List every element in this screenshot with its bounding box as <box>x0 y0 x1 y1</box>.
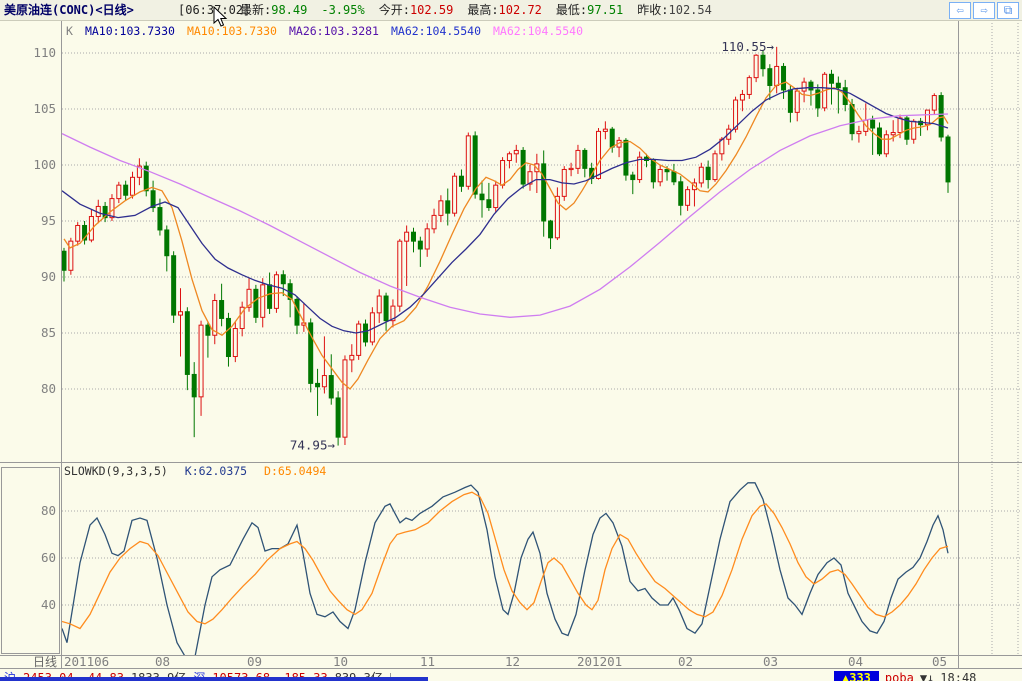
svg-text:04: 04 <box>848 654 863 669</box>
status-right-cluster: ▲333 poba ▼↓ 18:48 <box>834 671 982 681</box>
slowkd-name: SLOWKD(9,3,3,5) <box>64 464 168 478</box>
kd-line-D <box>62 491 949 630</box>
svg-text:100: 100 <box>33 157 56 172</box>
cascade-windows-button[interactable]: ⧉ <box>997 2 1019 19</box>
svg-text:10: 10 <box>333 654 348 669</box>
quote-field: 最新:98.49 <box>240 3 308 17</box>
k-legend-label: K <box>66 24 73 38</box>
svg-text:110: 110 <box>33 45 56 60</box>
bottom-blue-strip <box>0 677 428 681</box>
status-item: poba <box>884 671 914 681</box>
symbol-title: 美原油连(CONC)<日线> <box>4 3 134 17</box>
svg-text:08: 08 <box>155 654 170 669</box>
ma-line-MA26 <box>62 87 949 334</box>
slowkd-k-value: K:62.0375 <box>184 464 248 478</box>
index-quote-item: 沪 <box>4 671 17 681</box>
svg-text:105: 105 <box>33 101 56 116</box>
quote-field: 今开:102.59 <box>378 3 454 17</box>
title-bar: 美原油连(CONC)<日线> [06:37:02] 最新:98.49-3.95%… <box>0 0 1022 21</box>
index-quote-item: 2453.04 <box>23 671 74 681</box>
mouse-cursor <box>213 6 228 27</box>
legend-item-MA10: MA10:103.7330 <box>186 24 277 38</box>
forward-button[interactable]: ⇨ <box>973 2 995 19</box>
slowkd-lines <box>62 482 949 655</box>
index-quote-item: -44.83 <box>80 671 124 681</box>
status-item: ▼↓ <box>919 671 935 681</box>
ma-legend: K MA10:103.7330 MA10:103.7330 MA26:103.3281… <box>66 24 607 38</box>
svg-text:85: 85 <box>41 325 56 340</box>
svg-text:60: 60 <box>41 550 56 565</box>
svg-text:95: 95 <box>41 213 56 228</box>
annotation-110.55: 110.55→ <box>721 39 774 54</box>
quote-field: 昨收:102.54 <box>637 3 712 17</box>
index-quote-item: 839.3亿 <box>334 671 383 681</box>
slowkd-d-value: D:65.0494 <box>264 464 327 478</box>
index-quote-item: 1833.9亿 <box>130 671 187 681</box>
kd-line-K <box>62 482 949 655</box>
candles <box>62 46 951 446</box>
nav-buttons: ⇦ ⇨ ⧉ <box>947 2 1019 22</box>
index-quote-item: -185.33 <box>277 671 328 681</box>
svg-text:40: 40 <box>41 597 56 612</box>
svg-text:11: 11 <box>420 654 435 669</box>
svg-text:12: 12 <box>505 654 520 669</box>
quote-field: -3.95% <box>321 3 365 17</box>
annotation-74.95: 74.95→ <box>290 438 336 453</box>
legend-item-MA62: MA62:104.5540 <box>493 24 584 38</box>
x-axis-labels: 201106 08 09 10 11 12 201201 02 03 04 05 <box>64 654 947 669</box>
legend-item-MA10: MA10:103.7330 <box>84 24 175 38</box>
index-quote-item: 深 <box>193 671 206 681</box>
svg-text:80: 80 <box>41 381 56 396</box>
ma-lines <box>62 81 949 390</box>
index-quote-item: 10573.68 <box>212 671 271 681</box>
period-label: 日线 <box>32 655 57 669</box>
y-axis-labels: 110 105 100 95 90 85 80 80 60 40 <box>33 45 56 612</box>
ma-line-MA62 <box>62 113 949 318</box>
gridlines <box>62 20 1022 655</box>
svg-text:05: 05 <box>932 654 947 669</box>
price-annotations: 110.55→ 74.95→ <box>290 39 775 453</box>
quote-field: 最高:102.72 <box>467 3 542 17</box>
slowkd-legend: SLOWKD(9,3,3,5) K:62.0375 D:65.0494 <box>64 464 336 478</box>
bottom-status-bar: 沪 2453.04 -44.83 1833.9亿深 10573.68 -185.33 839… <box>0 669 1022 681</box>
legend-item-MA62: MA62:104.5540 <box>390 24 481 38</box>
quote-fields: 最新:98.49 -3.95% 今开:102.59 最高:102.72 最低:97.51… <box>240 0 726 20</box>
alert-badge: ▲333 <box>834 671 879 681</box>
svg-text:03: 03 <box>763 654 778 669</box>
svg-text:201201: 201201 <box>577 654 622 669</box>
status-item: 18:48 <box>940 671 977 681</box>
svg-text:201106: 201106 <box>64 654 109 669</box>
quote-field: 最低:97.51 <box>555 3 624 17</box>
svg-text:02: 02 <box>678 654 693 669</box>
back-button[interactable]: ⇦ <box>949 2 971 19</box>
legend-item-MA26: MA26:103.3281 <box>288 24 379 38</box>
svg-text:80: 80 <box>41 503 56 518</box>
svg-text:90: 90 <box>41 269 56 284</box>
index-quotes: 沪 2453.04 -44.83 1833.9亿深 10573.68 -185.33 839… <box>4 669 398 681</box>
panel-frame <box>0 20 1022 669</box>
svg-text:09: 09 <box>247 654 262 669</box>
